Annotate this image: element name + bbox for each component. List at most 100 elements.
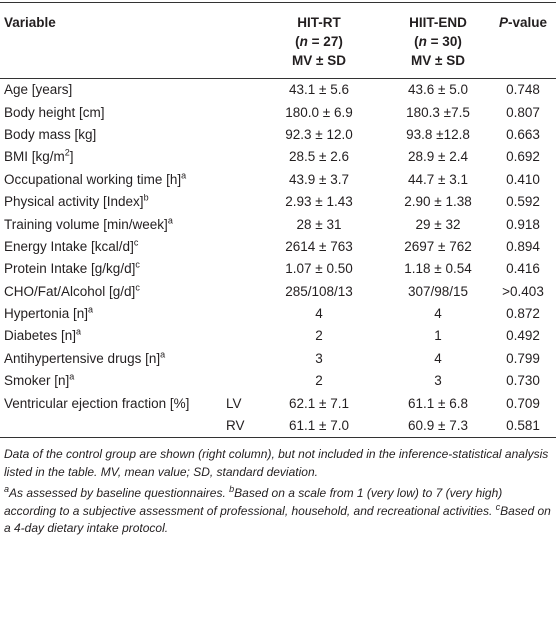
n-symbol: n bbox=[418, 34, 427, 49]
table-row: Age [years] 43.1 ± 5.6 43.6 ± 5.0 0.748 bbox=[0, 79, 556, 102]
p-value: 0.492 bbox=[506, 328, 540, 344]
label-sup: c bbox=[135, 259, 140, 270]
n-close: = 27) bbox=[307, 34, 343, 49]
label-text: Body height [cm] bbox=[4, 104, 105, 120]
label-sup: 2 bbox=[64, 147, 70, 158]
footnote: Data of the control group are shown (rig… bbox=[4, 447, 549, 479]
table-row: Body mass [kg] 92.3 ± 12.0 93.8 ±12.8 0.663 bbox=[0, 124, 556, 146]
label-sup: c bbox=[135, 282, 140, 293]
label-text: BMI [kg/m bbox=[4, 149, 65, 165]
hiit-end-value: 307/98/15 bbox=[407, 283, 469, 299]
table-row: Antihypertensive drugs [n]a 3 4 0.799 bbox=[0, 348, 556, 370]
label-text: Hypertonia [n] bbox=[4, 306, 89, 322]
hit-rt-value: 3 bbox=[315, 350, 323, 366]
hit-rt-value: 2 bbox=[315, 328, 323, 344]
label-text: Occupational working time [h] bbox=[4, 171, 182, 187]
p-value: 0.894 bbox=[506, 238, 540, 254]
row-label: Training volume [min/week]a bbox=[0, 213, 222, 235]
label-sup: a bbox=[76, 326, 82, 337]
row-sublabel bbox=[222, 348, 252, 370]
table-row: CHO/Fat/Alcohol [g/d]c 285/108/13 307/98/1… bbox=[0, 281, 556, 303]
hit-rt-value: 62.1 ± 7.1 bbox=[289, 395, 349, 411]
label-text: Physical activity [Index] bbox=[4, 194, 144, 210]
p-value: 0.663 bbox=[506, 126, 540, 142]
row-label: Antihypertensive drugs [n]a bbox=[0, 348, 222, 370]
hiit-end-value: 93.8 ±12.8 bbox=[406, 126, 470, 142]
hit-rt-value: 180.0 ± 6.9 bbox=[285, 104, 353, 120]
label-text: Age [years] bbox=[4, 82, 73, 98]
hit-rt-value: 43.9 ± 3.7 bbox=[289, 171, 349, 187]
sublabel: RV bbox=[226, 418, 245, 434]
footnotes: Data of the control group are shown (rig… bbox=[0, 438, 556, 538]
row-label: BMI [kg/m2] bbox=[0, 146, 222, 168]
footnote-mark: a bbox=[4, 484, 10, 495]
n-symbol: n bbox=[299, 34, 308, 49]
row-sublabel bbox=[222, 281, 252, 303]
header-variable: Variable bbox=[0, 2, 252, 79]
table-row: Training volume [min/week]a 28 ± 31 29 ± 3… bbox=[0, 213, 556, 235]
row-label: Diabetes [n]a bbox=[0, 325, 222, 347]
footnote-text: Based on a scale from 1 (very low) to 7 … bbox=[4, 486, 503, 518]
p-value: 0.730 bbox=[506, 373, 540, 389]
row-label: Smoker [n]a bbox=[0, 370, 222, 392]
hiit-end-value: 1 bbox=[434, 328, 442, 344]
group-name: HIIT-END bbox=[409, 15, 467, 30]
p-value: 0.416 bbox=[506, 261, 540, 277]
hiit-end-value: 2697 ± 762 bbox=[404, 238, 472, 254]
p-rest: -value bbox=[507, 15, 548, 30]
row-label: Hypertonia [n]a bbox=[0, 303, 222, 325]
row-label: CHO/Fat/Alcohol [g/d]c bbox=[0, 281, 222, 303]
header-group: HIIT-END (n = 30) MV ± SD bbox=[386, 2, 490, 79]
table-row: Ventricular ejection fraction [%] LV 62.1 … bbox=[0, 392, 556, 414]
row-label bbox=[0, 415, 222, 438]
p-value: 0.692 bbox=[506, 149, 540, 165]
row-sublabel bbox=[222, 169, 252, 191]
row-sublabel bbox=[222, 303, 252, 325]
sublabel: LV bbox=[226, 395, 242, 411]
hiit-end-value: 2.90 ± 1.38 bbox=[404, 194, 472, 210]
row-sublabel bbox=[222, 146, 252, 168]
hiit-end-value: 4 bbox=[434, 306, 442, 322]
label-sup: c bbox=[133, 237, 139, 248]
hit-rt-value: 92.3 ± 12.0 bbox=[285, 126, 353, 142]
row-label: Body height [cm] bbox=[0, 101, 222, 123]
row-label: Occupational working time [h]a bbox=[0, 169, 222, 191]
row-sublabel bbox=[222, 236, 252, 258]
footnote-text: Based on a 4-day dietary intake protocol… bbox=[4, 503, 551, 536]
row-sublabel bbox=[222, 101, 252, 123]
footnote-definitions: aAs assessed by baseline questionnaires.… bbox=[4, 485, 552, 538]
data-table: Variable HIT-RT (n = 27) MV ± SD HIIT-END (n… bbox=[0, 2, 556, 439]
table-row: BMI [kg/m2] 28.5 ± 2.6 28.9 ± 2.4 0.692 bbox=[0, 146, 556, 168]
table-row: Occupational working time [h]a 43.9 ± 3.7… bbox=[0, 169, 556, 191]
group-name: HIT-RT bbox=[297, 15, 341, 30]
header-row: Variable HIT-RT (n = 27) MV ± SD HIIT-END (n… bbox=[0, 2, 556, 79]
row-label: Protein Intake [g/kg/d]c bbox=[0, 258, 222, 280]
label-text: Ventricular ejection fraction [%] bbox=[4, 395, 190, 411]
group-stat: MV ± SD bbox=[411, 53, 465, 68]
row-label: Energy Intake [kcal/d]c bbox=[0, 236, 222, 258]
row-sublabel bbox=[222, 213, 252, 235]
footnote-mark: b bbox=[229, 484, 235, 495]
header-p: P-value bbox=[490, 2, 556, 79]
label-text: Training volume [min/week] bbox=[4, 216, 168, 232]
table-row: Protein Intake [g/kg/d]c 1.07 ± 0.50 1.18 … bbox=[0, 258, 556, 280]
hit-rt-value: 2 bbox=[315, 373, 323, 389]
p-value: 0.581 bbox=[506, 418, 540, 434]
hiit-end-value: 43.6 ± 5.0 bbox=[408, 82, 468, 98]
label-text: CHO/Fat/Alcohol [g/d] bbox=[4, 283, 136, 299]
p-italic: P bbox=[498, 15, 508, 30]
hit-rt-value: 285/108/13 bbox=[285, 283, 353, 299]
row-sublabel bbox=[222, 325, 252, 347]
row-label: Age [years] bbox=[0, 79, 222, 102]
hit-rt-value: 61.1 ± 7.0 bbox=[289, 418, 349, 434]
p-value: 0.872 bbox=[506, 306, 540, 322]
hiit-end-value: 4 bbox=[434, 350, 442, 366]
row-sublabel bbox=[222, 370, 252, 392]
label-end: ] bbox=[69, 149, 74, 165]
table-row: Physical activity [Index]b 2.93 ± 1.43 2.9… bbox=[0, 191, 556, 213]
p-value: 0.709 bbox=[506, 395, 540, 411]
header-group: HIT-RT (n = 27) MV ± SD bbox=[252, 2, 386, 79]
hit-rt-value: 2.93 ± 1.43 bbox=[285, 194, 353, 210]
row-sublabel bbox=[222, 79, 252, 102]
label-text: Smoker [n] bbox=[4, 373, 70, 389]
